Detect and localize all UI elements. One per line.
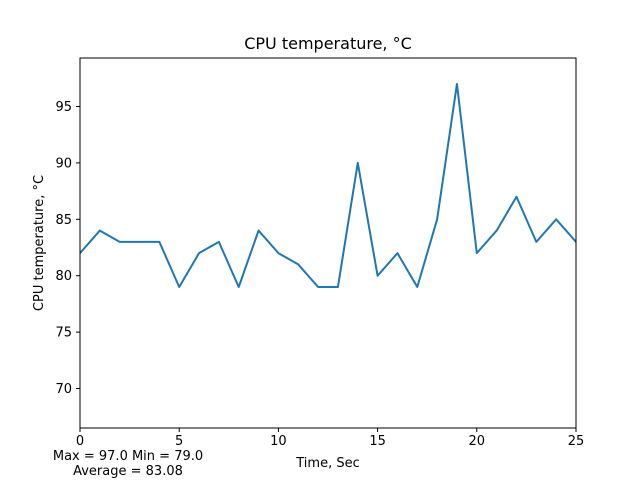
x-axis-ticks: 0 5 10 15 20 25 [76, 428, 584, 449]
x-tick-label: 20 [469, 434, 486, 449]
data-point [534, 239, 539, 244]
data-point [97, 228, 102, 233]
data-point [454, 81, 459, 86]
x-tick-label: 25 [568, 434, 585, 449]
stats-max-min: Max = 97.0 Min = 79.0 [53, 449, 203, 464]
chart-title: CPU temperature, °C [244, 34, 412, 53]
x-tick-label: 10 [270, 434, 287, 449]
data-point [514, 194, 519, 199]
data-point [316, 284, 321, 289]
y-axis-label: CPU temperature, °C [32, 175, 47, 311]
data-point [157, 239, 162, 244]
data-point [554, 217, 559, 222]
y-tick-label: 75 [55, 326, 72, 341]
plot-layer [80, 81, 576, 289]
y-tick-label: 80 [55, 269, 72, 284]
data-point [355, 160, 360, 165]
data-point [197, 251, 202, 256]
series-group [80, 81, 576, 289]
data-point [335, 284, 340, 289]
data-point [256, 228, 261, 233]
data-point [415, 284, 420, 289]
data-point [177, 284, 182, 289]
data-point [296, 262, 301, 267]
data-point [236, 284, 241, 289]
temperature-line [80, 82, 576, 288]
x-tick-label: 5 [175, 434, 183, 449]
y-tick-label: 90 [55, 156, 72, 171]
data-point [395, 251, 400, 256]
data-point [494, 228, 499, 233]
data-point [276, 251, 281, 256]
y-axis-ticks: 70 75 80 85 90 95 [55, 100, 80, 397]
x-tick-label: 0 [76, 434, 84, 449]
y-tick-label: 95 [55, 100, 72, 115]
x-tick-label: 15 [369, 434, 386, 449]
plot-frame [79, 57, 577, 429]
stats-average: Average = 83.08 [73, 464, 183, 479]
data-point [474, 251, 479, 256]
data-point [375, 273, 380, 278]
y-tick-label: 70 [55, 382, 72, 397]
data-point [117, 239, 122, 244]
data-point [216, 239, 221, 244]
x-axis-label: Time, Sec [295, 456, 359, 471]
data-point [137, 239, 142, 244]
data-point [435, 217, 440, 222]
y-tick-label: 85 [55, 213, 72, 228]
